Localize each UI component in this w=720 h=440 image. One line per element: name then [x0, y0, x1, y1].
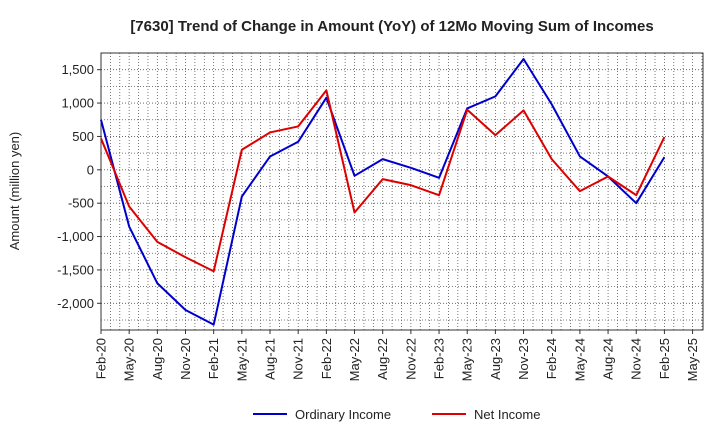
series-layer	[100, 58, 666, 326]
x-tick-label: Feb-21	[206, 338, 221, 379]
y-tick-label: 500	[72, 129, 94, 144]
x-tick-label: May-21	[234, 338, 249, 381]
legend: Ordinary Income Net Income	[253, 407, 540, 422]
y-axis-title: Amount (million yen)	[7, 132, 22, 251]
y-tick-label: 0	[87, 162, 94, 177]
legend-label: Net Income	[474, 407, 540, 422]
x-tick-label: Aug-20	[150, 338, 165, 380]
series-line-net-income	[100, 89, 666, 273]
axes: 1,500 1,000 500 0 -500 -1,000 -1,500 -2,000 Feb-…	[57, 52, 704, 381]
x-tick-label: Feb-25	[657, 338, 672, 379]
y-tick-label: -500	[68, 196, 94, 211]
x-tick-label: Aug-22	[375, 338, 390, 380]
x-tick-label: Aug-23	[488, 338, 503, 380]
x-tick-label: Feb-23	[432, 338, 447, 379]
legend-item-ordinary-income: Ordinary Income	[253, 407, 391, 422]
x-tick-label: Feb-24	[544, 338, 559, 379]
x-tick-label: Nov-24	[629, 338, 644, 380]
x-tick-label: May-24	[572, 338, 587, 381]
y-tick-label: -1,000	[57, 229, 94, 244]
y-tick-label: -1,500	[57, 262, 94, 277]
x-tick-label: May-23	[460, 338, 475, 381]
y-tick-label: 1,500	[61, 62, 94, 77]
x-tick-label: Nov-22	[403, 338, 418, 380]
x-tick-label: May-25	[685, 338, 700, 381]
x-tick-label: Aug-24	[601, 338, 616, 380]
x-tick-label: May-20	[122, 338, 137, 381]
legend-label: Ordinary Income	[295, 407, 391, 422]
legend-item-net-income: Net Income	[432, 407, 540, 422]
chart-title: [7630] Trend of Change in Amount (YoY) o…	[130, 18, 653, 35]
plot-border	[100, 52, 704, 331]
x-tick-label: May-22	[347, 338, 362, 381]
series-line-ordinary-income	[100, 58, 666, 326]
x-tick-label: Feb-22	[319, 338, 334, 379]
x-tick-label: Nov-20	[178, 338, 193, 380]
x-tick-label: Aug-21	[263, 338, 278, 380]
y-tick-label: 1,000	[61, 96, 94, 111]
x-tick-label: Feb-20	[94, 338, 109, 379]
x-tick-label: Nov-23	[516, 338, 531, 380]
x-tick-label: Nov-21	[291, 338, 306, 380]
grid	[100, 52, 703, 330]
y-tick-label: -2,000	[57, 296, 94, 311]
